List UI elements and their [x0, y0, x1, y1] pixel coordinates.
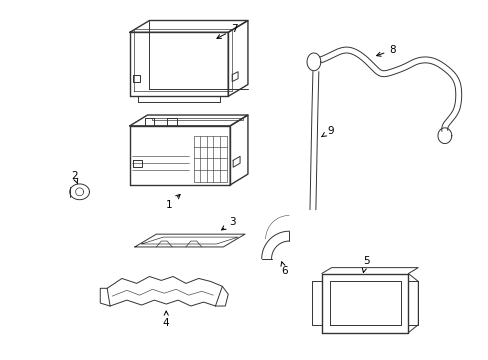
- Text: 5: 5: [362, 256, 368, 273]
- Text: 2: 2: [71, 171, 78, 184]
- Text: 7: 7: [217, 24, 237, 39]
- Text: 3: 3: [221, 217, 235, 230]
- Text: 8: 8: [376, 45, 395, 56]
- Text: 1: 1: [165, 194, 180, 210]
- Text: 9: 9: [321, 126, 333, 136]
- Text: 4: 4: [163, 311, 169, 328]
- Text: 6: 6: [281, 262, 287, 276]
